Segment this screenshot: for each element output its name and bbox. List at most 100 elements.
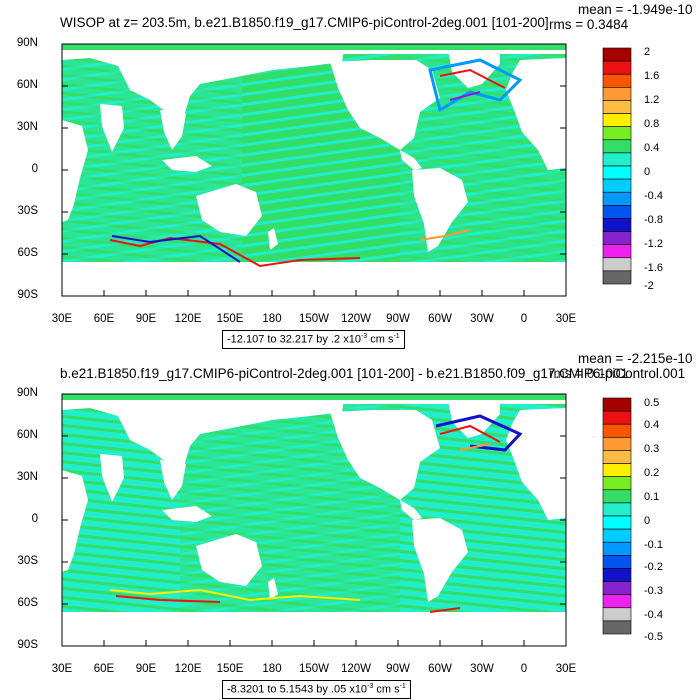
lon-label: 150W xyxy=(298,313,330,325)
panel-1-range-label: -12.107 to 32.217 by .2 x10-3 cm s-1 xyxy=(222,330,405,349)
colorbar-swatch xyxy=(602,60,632,75)
colorbar-label: 1.2 xyxy=(644,94,660,106)
colorbar-label: -0.3 xyxy=(644,585,663,597)
lon-label: 60W xyxy=(428,663,452,675)
colorbar-swatch xyxy=(602,410,632,425)
colorbar-label: -1.2 xyxy=(644,238,663,250)
colorbar-swatch xyxy=(602,397,632,412)
colorbar-label: 0 xyxy=(644,166,651,178)
colorbar-label: 1.6 xyxy=(644,70,660,82)
lat-ticks-1 xyxy=(62,43,566,297)
colorbar-swatch xyxy=(602,568,632,582)
colorbar-2 xyxy=(602,397,632,635)
lon-label: 30W xyxy=(470,663,494,675)
lon-label: 30E xyxy=(555,663,577,675)
colorbar-label: 0.5 xyxy=(644,397,660,409)
colorbar-swatch xyxy=(602,73,632,88)
colorbar-label: 0.4 xyxy=(644,419,660,431)
lat-label: 0 xyxy=(31,163,38,175)
panel-2-rms: rms = 0.1001 xyxy=(549,366,629,381)
lon-label: 30E xyxy=(51,663,73,675)
lon-label: 150W xyxy=(298,663,330,675)
panel-2-range-label: -8.3201 to 5.1543 by .05 x10-3 cm s-1 xyxy=(222,680,411,699)
colorbar-swatch xyxy=(602,113,632,127)
colorbar-swatch xyxy=(602,100,632,114)
lon-label: 60W xyxy=(428,313,452,325)
lat-label: 90S xyxy=(17,639,38,651)
lat-label: 90N xyxy=(16,37,38,49)
lat-label: 60N xyxy=(16,79,38,91)
colorbar-label: 0.8 xyxy=(644,118,660,130)
colorbar-label: -0.4 xyxy=(644,609,663,621)
lon-label: 90E xyxy=(135,313,157,325)
colorbar-swatch xyxy=(602,152,632,167)
colorbar-swatch xyxy=(602,423,632,438)
colorbar-swatch xyxy=(602,437,632,451)
panel-1-title: WISOP at z= 203.5m, b.e21.B1850.f19_g17.… xyxy=(60,15,549,30)
colorbar-label: -0.4 xyxy=(644,190,663,202)
lon-label: 30E xyxy=(555,313,577,325)
colorbar-label: 0.1 xyxy=(644,491,660,503)
colorbar-label: 0.2 xyxy=(644,467,660,479)
colorbar-swatch xyxy=(602,257,632,272)
lat-label: 30N xyxy=(16,471,38,483)
colorbar-swatch xyxy=(602,205,632,219)
lat-label: 30S xyxy=(17,555,38,567)
colorbar-swatch xyxy=(602,476,632,491)
lat-label: 60S xyxy=(17,597,38,609)
colorbar-swatch xyxy=(602,126,632,141)
lat-label: 90N xyxy=(16,387,38,399)
lon-label: 120W xyxy=(340,313,372,325)
colorbar-swatch xyxy=(602,607,632,622)
lat-label: 90S xyxy=(17,289,38,301)
lon-label: 90W xyxy=(386,313,410,325)
colorbar-label: -0.2 xyxy=(644,561,663,573)
colorbar-label: -1.6 xyxy=(644,262,663,274)
colorbar-swatch xyxy=(602,620,632,635)
lat-label: 30S xyxy=(17,205,38,217)
colorbar-swatch xyxy=(602,502,632,517)
lon-label: 0 xyxy=(520,313,528,325)
lon-label: 90W xyxy=(386,663,410,675)
colorbar-swatch xyxy=(602,489,632,504)
lon-label: 120W xyxy=(340,663,372,675)
colorbar-swatch xyxy=(602,541,632,556)
colorbar-swatch xyxy=(602,47,632,62)
lon-label: 60E xyxy=(93,663,115,675)
anomaly-features-2 xyxy=(109,414,523,613)
colorbar-swatch xyxy=(602,218,632,232)
map-panel-1 xyxy=(61,43,567,297)
lon-label: 180 xyxy=(262,313,282,325)
lon-label: 0 xyxy=(520,663,528,675)
colorbar-swatch xyxy=(602,165,632,180)
lon-label: 150E xyxy=(216,313,244,325)
colorbar-label: 0.3 xyxy=(644,443,660,455)
lon-label: 90E xyxy=(135,663,157,675)
colorbar-swatch xyxy=(602,139,632,154)
lon-label: 180 xyxy=(262,663,282,675)
lon-ticks-2 xyxy=(61,640,567,646)
colorbar-swatch xyxy=(602,515,632,530)
colorbar-swatch xyxy=(602,463,632,477)
colorbar-swatch xyxy=(602,178,632,193)
colorbar-label: 0 xyxy=(644,515,651,527)
lat-ticks-2 xyxy=(62,393,566,647)
lat-label: 30N xyxy=(16,121,38,133)
colorbar-swatch xyxy=(602,270,632,285)
colorbar-label: -2 xyxy=(644,280,654,292)
lat-label: 0 xyxy=(31,513,38,525)
colorbar-label: -0.8 xyxy=(644,214,663,226)
colorbar-swatch xyxy=(602,231,632,245)
colorbar-label: 0.4 xyxy=(644,142,660,154)
colorbar-swatch xyxy=(602,87,632,101)
colorbar-swatch xyxy=(602,555,632,569)
map-panel-2 xyxy=(61,393,567,647)
panel-2-mean: mean = -2.215e-10 xyxy=(578,351,693,366)
panel-1-mean: mean = -1.949e-10 xyxy=(578,2,693,17)
lon-label: 30E xyxy=(51,313,73,325)
lon-label: 30W xyxy=(470,313,494,325)
colorbar-swatch xyxy=(602,528,632,543)
colorbar-swatch xyxy=(602,581,632,595)
panel-1-rms: rms = 0.3484 xyxy=(549,17,629,32)
colorbar-swatch xyxy=(602,244,632,259)
